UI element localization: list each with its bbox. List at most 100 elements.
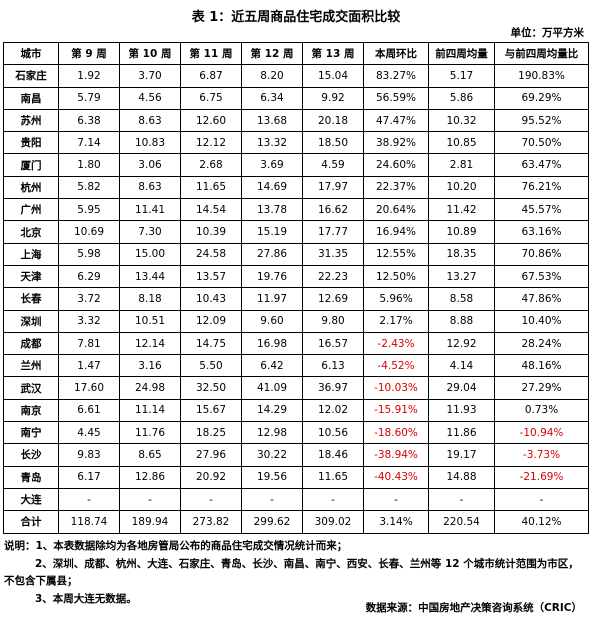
cell-week-9: 4.45 <box>58 421 120 445</box>
cell-week-13: 12.02 <box>302 398 364 423</box>
cell-week-9: 10.69 <box>58 220 120 244</box>
cell-week-9: 6.17 <box>58 465 120 489</box>
cell-vs-four-week-avg: 69.29% <box>494 86 589 110</box>
cell-week-12: 13.78 <box>241 198 303 222</box>
cell-city: 合计 <box>3 510 59 534</box>
cell-week-13: 22.23 <box>302 264 364 289</box>
cell-four-week-avg: 10.32 <box>428 108 495 133</box>
cell-week-10: 3.06 <box>119 153 181 177</box>
table-row: 兰州 1.47 3.16 5.50 6.42 6.13 -4.52% 4.14 48.16% <box>3 354 589 378</box>
cell-week-9: 5.95 <box>58 198 120 222</box>
cell-week-13: 15.04 <box>302 64 364 88</box>
cell-week-change: -10.03% <box>363 376 429 400</box>
cell-week-10: 3.16 <box>119 354 181 378</box>
table-row: 广州 5.95 11.41 14.54 13.78 16.62 20.64% 11.42 45.… <box>3 198 589 222</box>
table-row: 南昌 5.79 4.56 6.75 6.34 9.92 56.59% 5.86 69.29% <box>3 86 589 110</box>
cell-week-9: - <box>58 487 120 512</box>
cell-week-11: 14.75 <box>180 331 242 356</box>
table-row: 青岛 6.17 12.86 20.92 19.56 11.65 -40.43% 14.88 -2… <box>3 465 589 489</box>
cell-week-13: 11.65 <box>302 465 364 489</box>
cell-week-12: 6.42 <box>241 354 303 378</box>
cell-vs-four-week-avg: 63.47% <box>494 153 589 177</box>
cell-week-9: 1.92 <box>58 64 120 88</box>
table-row: 上海 5.98 15.00 24.58 27.86 31.35 12.55% 18.35 70.… <box>3 242 589 266</box>
cell-week-10: 8.63 <box>119 108 181 133</box>
cell-week-12: 30.22 <box>241 443 303 467</box>
cell-vs-four-week-avg: - <box>494 487 589 512</box>
cell-week-11: 6.75 <box>180 86 242 110</box>
cell-week-change: -40.43% <box>363 465 429 489</box>
cell-week-12: 12.98 <box>241 421 303 445</box>
cell-week-11: 13.57 <box>180 264 242 289</box>
cell-week-11: 15.67 <box>180 398 242 423</box>
cell-week-10: 24.98 <box>119 376 181 400</box>
cell-week-11: 6.87 <box>180 64 242 88</box>
cell-week-10: - <box>119 487 181 512</box>
cell-city: 石家庄 <box>3 64 59 88</box>
cell-week-13: 36.97 <box>302 376 364 400</box>
table-row: 厦门 1.80 3.06 2.68 3.69 4.59 24.60% 2.81 63.47% <box>3 153 589 177</box>
cell-week-11: 14.54 <box>180 198 242 222</box>
cell-week-10: 11.76 <box>119 421 181 445</box>
cell-city: 贵阳 <box>3 131 59 155</box>
transaction-table: 城市 第 9 周 第 10 周 第 11 周 第 12 周 第 13 周 本周环… <box>3 41 589 534</box>
cell-week-10: 12.86 <box>119 465 181 489</box>
table-row: 深圳 3.32 10.51 12.09 9.60 9.80 2.17% 8.88 10.40% <box>3 309 589 333</box>
cell-four-week-avg: 8.88 <box>428 309 495 333</box>
cell-week-9: 5.82 <box>58 175 120 200</box>
cell-vs-four-week-avg: 27.29% <box>494 376 589 400</box>
cell-week-10: 7.30 <box>119 220 181 244</box>
cell-week-change: 83.27% <box>363 64 429 88</box>
cell-week-12: 19.76 <box>241 264 303 289</box>
cell-week-10: 13.44 <box>119 264 181 289</box>
table-row: 南宁 4.45 11.76 18.25 12.98 10.56 -18.60% 11.86 -1… <box>3 421 589 445</box>
cell-week-9: 6.61 <box>58 398 120 423</box>
header-week-12: 第 12 周 <box>241 41 303 66</box>
cell-week-10: 12.14 <box>119 331 181 356</box>
cell-four-week-avg: 12.92 <box>428 331 495 356</box>
cell-week-change: 56.59% <box>363 86 429 110</box>
cell-week-10: 189.94 <box>119 510 181 534</box>
cell-week-change: -4.52% <box>363 354 429 378</box>
cell-week-12: 13.68 <box>241 108 303 133</box>
cell-week-13: 17.77 <box>302 220 364 244</box>
cell-week-12: 14.69 <box>241 175 303 200</box>
cell-week-change: 12.50% <box>363 264 429 289</box>
cell-week-9: 118.74 <box>58 510 120 534</box>
cell-city: 长春 <box>3 287 59 311</box>
cell-four-week-avg: 29.04 <box>428 376 495 400</box>
cell-vs-four-week-avg: -21.69% <box>494 465 589 489</box>
cell-week-12: 15.19 <box>241 220 303 244</box>
cell-week-13: 12.69 <box>302 287 364 311</box>
cell-week-9: 3.72 <box>58 287 120 311</box>
cell-week-11: 10.43 <box>180 287 242 311</box>
cell-week-change: 24.60% <box>363 153 429 177</box>
cell-week-13: 10.56 <box>302 421 364 445</box>
cell-four-week-avg: 2.81 <box>428 153 495 177</box>
cell-vs-four-week-avg: 47.86% <box>494 287 589 311</box>
cell-vs-four-week-avg: 190.83% <box>494 64 589 88</box>
cell-week-10: 11.41 <box>119 198 181 222</box>
header-week-10: 第 10 周 <box>119 41 181 66</box>
table-row: 天津 6.29 13.44 13.57 19.76 22.23 12.50% 13.27 67.… <box>3 264 589 289</box>
cell-four-week-avg: 10.85 <box>428 131 495 155</box>
table-row: 石家庄 1.92 3.70 6.87 8.20 15.04 83.27% 5.17 190.83… <box>3 64 589 88</box>
cell-week-13: - <box>302 487 364 512</box>
cell-week-11: 2.68 <box>180 153 242 177</box>
cell-week-11: 27.96 <box>180 443 242 467</box>
cell-week-change: 5.96% <box>363 287 429 311</box>
cell-week-13: 16.62 <box>302 198 364 222</box>
cell-week-11: 11.65 <box>180 175 242 200</box>
cell-four-week-avg: 8.58 <box>428 287 495 311</box>
cell-week-change: 2.17% <box>363 309 429 333</box>
table-row: 杭州 5.82 8.63 11.65 14.69 17.97 22.37% 10.20 76.2… <box>3 175 589 200</box>
cell-four-week-avg: 10.20 <box>428 175 495 200</box>
cell-vs-four-week-avg: 48.16% <box>494 354 589 378</box>
cell-vs-four-week-avg: 76.21% <box>494 175 589 200</box>
cell-city: 南京 <box>3 398 59 423</box>
cell-week-12: 3.69 <box>241 153 303 177</box>
cell-four-week-avg: 11.93 <box>428 398 495 423</box>
cell-week-12: 6.34 <box>241 86 303 110</box>
cell-week-9: 5.98 <box>58 242 120 266</box>
